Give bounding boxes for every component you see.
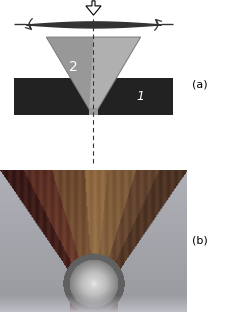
Text: 1: 1 — [136, 90, 144, 103]
Polygon shape — [46, 37, 140, 110]
Text: 2: 2 — [69, 61, 77, 74]
Bar — [14, 77, 172, 115]
Text: (b): (b) — [191, 235, 206, 245]
Polygon shape — [86, 1, 101, 15]
Polygon shape — [46, 37, 93, 110]
Text: (a): (a) — [191, 79, 206, 89]
Bar — [89, 108, 97, 115]
